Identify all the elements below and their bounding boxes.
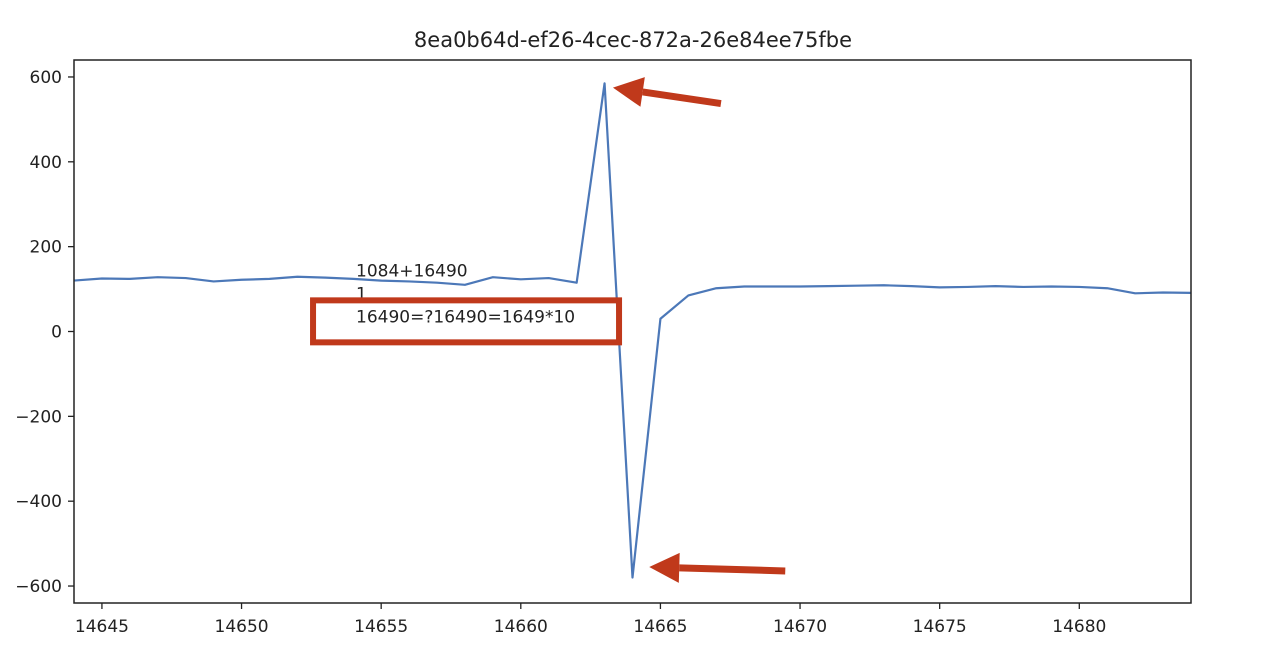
plot-marks [74, 83, 1191, 577]
x-axis: 14645 14650 14655 14660 14665 14670 14675 14680 [75, 603, 1106, 637]
x-tick-label: 14650 [215, 617, 269, 637]
y-axis: 600 400 200 0 −200 −400 −600 [15, 68, 74, 597]
chart-title: 8ea0b64d-ef26-4cec-872a-26e84ee75fbe [414, 28, 852, 52]
x-tick-label: 14660 [494, 617, 548, 637]
max-peak-arrowhead [613, 77, 645, 107]
y-tick-label: 200 [30, 238, 62, 258]
x-tick-label: 14645 [75, 617, 129, 637]
y-tick-label: 0 [51, 323, 62, 343]
y-tick-label: −600 [15, 577, 62, 597]
min-peak-arrowhead [649, 553, 679, 583]
annotation-line: 16490=?16490=1649*10 [356, 307, 575, 327]
min-peak-arrow [679, 568, 785, 571]
y-tick-label: 400 [30, 153, 62, 173]
x-tick-label: 14655 [354, 617, 408, 637]
y-tick-label: −400 [15, 492, 62, 512]
plot-frame [74, 60, 1191, 603]
max-peak-arrow [643, 92, 721, 104]
x-tick-label: 14665 [633, 617, 687, 637]
x-tick-label: 14670 [773, 617, 827, 637]
x-tick-label: 14675 [913, 617, 967, 637]
annotation-line: 1084+16490 [356, 261, 468, 281]
y-tick-label: 600 [30, 68, 62, 88]
y-tick-label: −200 [15, 407, 62, 427]
series-line-0 [74, 83, 1191, 577]
x-tick-label: 14680 [1052, 617, 1106, 637]
